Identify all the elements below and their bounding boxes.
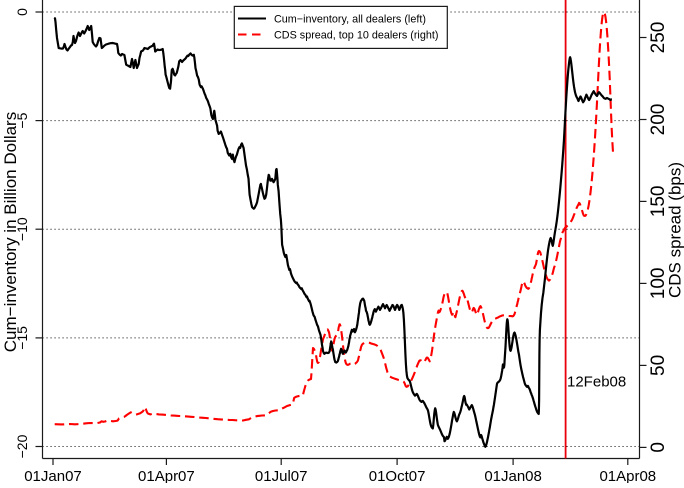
svg-text:01Jan07: 01Jan07: [24, 468, 82, 483]
svg-text:Cum−inventory, all dealers (le: Cum−inventory, all dealers (left): [274, 14, 426, 26]
svg-text:01Jul07: 01Jul07: [255, 468, 308, 483]
svg-text:01Jan08: 01Jan08: [484, 468, 542, 483]
svg-text:0: 0: [14, 8, 30, 16]
svg-text:−20: −20: [14, 434, 30, 458]
svg-text:12Feb08: 12Feb08: [567, 374, 626, 391]
svg-text:01Apr08: 01Apr08: [599, 468, 656, 483]
svg-text:Cum−inventory in Billion Dolla: Cum−inventory in Billion Dollars: [1, 112, 20, 352]
svg-text:01Oct07: 01Oct07: [369, 468, 426, 483]
svg-text:0: 0: [648, 442, 669, 453]
svg-text:50: 50: [648, 355, 669, 376]
svg-text:01Apr07: 01Apr07: [138, 468, 195, 483]
svg-text:CDS spread, top 10 dealers (ri: CDS spread, top 10 dealers (right): [274, 30, 438, 42]
svg-text:200: 200: [648, 104, 669, 136]
svg-text:CDS spread (bps): CDS spread (bps): [666, 162, 684, 298]
svg-text:250: 250: [648, 22, 669, 54]
